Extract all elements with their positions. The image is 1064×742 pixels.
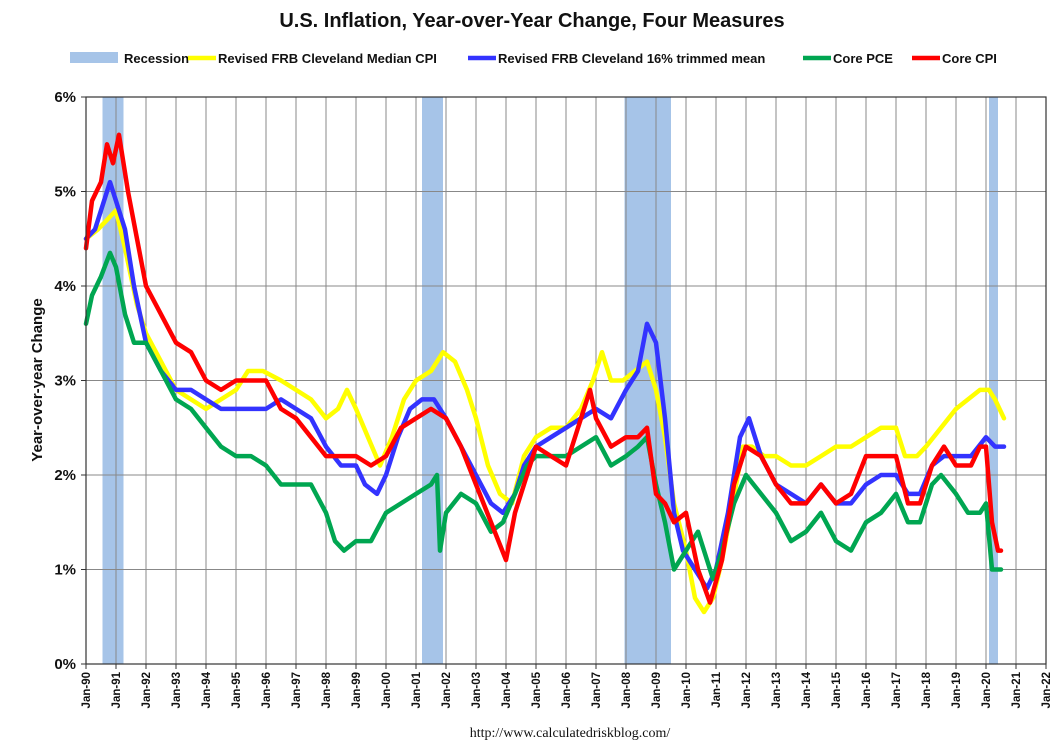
x-tick-label: Jan-21 [1011, 671, 1023, 708]
x-axis: Jan-90 Jan-91 Jan-92 Jan-93 Jan-94 Jan-95 Jan-… [81, 664, 1053, 708]
x-tick-label: Jan-14 [801, 671, 813, 708]
x-tick-label: Jan-10 [681, 672, 693, 708]
y-tick-label: 3% [54, 373, 76, 390]
vertical-gridlines [85, 97, 1047, 664]
x-tick-label: Jan-13 [771, 672, 783, 708]
legend: Recession Revised FRB Cleveland Median CP… [70, 51, 997, 66]
x-tick-label: Jan-09 [651, 672, 663, 708]
y-tick-label: 4% [54, 278, 76, 295]
x-tick-label: Jan-95 [231, 671, 243, 708]
x-tick-label: Jan-03 [471, 672, 483, 708]
x-tick-label: Jan-04 [501, 671, 513, 708]
x-tick-label: Jan-05 [531, 671, 543, 708]
x-tick-label: Jan-92 [141, 672, 153, 708]
x-tick-label: Jan-99 [351, 672, 363, 708]
x-tick-label: Jan-02 [441, 672, 453, 708]
legend-label-core-pce: Core PCE [833, 51, 893, 66]
plot-area [83, 96, 1047, 665]
y-tick-label: 2% [54, 467, 76, 484]
x-tick-label: Jan-15 [831, 671, 843, 708]
x-tick-label: Jan-97 [291, 672, 303, 708]
x-tick-label: Jan-18 [921, 671, 933, 708]
x-tick-label: Jan-19 [951, 672, 963, 708]
series-lines [83, 132, 1007, 615]
x-tick-label: Jan-98 [321, 671, 333, 708]
chart-title: U.S. Inflation, Year-over-Year Change, F… [279, 10, 784, 32]
y-tick-label: 1% [54, 562, 76, 579]
x-tick-label: Jan-94 [201, 671, 213, 708]
x-tick-label: Jan-08 [621, 671, 633, 708]
y-tick-label: 6% [54, 89, 76, 106]
legend-swatch-recession [70, 52, 118, 63]
x-tick-label: Jan-22 [1041, 672, 1053, 708]
x-tick-label: Jan-96 [261, 672, 273, 708]
x-tick-label: Jan-93 [171, 672, 183, 708]
series-line-revised-frb-cleveland-16-trimmed-mean [83, 179, 1007, 591]
x-tick-label: Jan-01 [411, 671, 423, 708]
y-axis: 0% 1% 2% 3% 4% 5% 6% [54, 89, 86, 673]
x-tick-label: Jan-07 [591, 672, 603, 708]
legend-label-revised-frb-cleveland-median-cpi: Revised FRB Cleveland Median CPI [218, 51, 437, 66]
legend-label-recession: Recession [124, 51, 189, 66]
series-line-core-pce [83, 250, 1004, 582]
x-tick-label: Jan-90 [81, 672, 93, 708]
x-tick-label: Jan-91 [111, 671, 123, 708]
x-tick-label: Jan-06 [561, 672, 573, 708]
x-tick-label: Jan-16 [861, 672, 873, 708]
x-tick-label: Jan-17 [891, 672, 903, 708]
source-url[interactable]: http://www.calculatedriskblog.com/ [470, 726, 671, 741]
x-tick-label: Jan-12 [741, 672, 753, 708]
y-axis-label: Year-over-year Change [29, 298, 46, 461]
x-tick-label: Jan-20 [981, 672, 993, 708]
series-line-core-cpi [83, 132, 1004, 605]
y-tick-label: 0% [54, 656, 76, 673]
legend-label-core-cpi: Core CPI [942, 51, 997, 66]
y-tick-label: 5% [54, 184, 76, 201]
x-tick-label: Jan-00 [381, 672, 393, 708]
legend-label-revised-frb-cleveland-16-trimmed-mean: Revised FRB Cleveland 16% trimmed mean [498, 51, 765, 66]
x-tick-label: Jan-11 [711, 671, 723, 707]
